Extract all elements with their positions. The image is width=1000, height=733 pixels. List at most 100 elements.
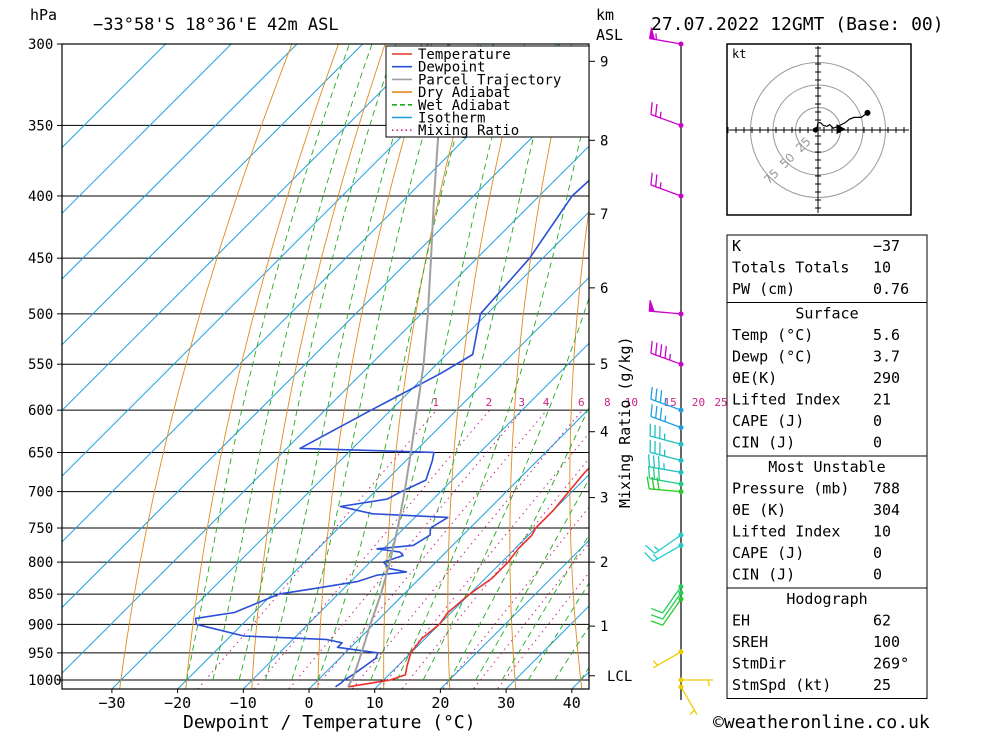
hodograph-start-dot	[812, 127, 818, 133]
legend-label: Dewpoint	[418, 60, 485, 76]
wind-barb-full	[650, 404, 653, 417]
wind-barb-staff	[649, 488, 682, 493]
wind-barb-half	[659, 182, 662, 189]
isotherm-line	[62, 44, 298, 280]
surface-box	[726, 302, 928, 457]
most-unstable-row-label: CAPE (J)	[732, 544, 804, 562]
isotherm-line	[308, 408, 589, 689]
pressure-tick-label: 550	[28, 357, 53, 373]
copyright-footer: ©weatheronline.co.uk	[713, 712, 930, 733]
pressure-tick-label: 850	[28, 587, 53, 603]
isotherm-line	[62, 44, 430, 412]
pressure-tick-label: 300	[28, 37, 53, 53]
wind-barb-full	[657, 456, 660, 469]
wet-adiabat-line	[343, 44, 517, 681]
legend-label: Isotherm	[418, 111, 485, 127]
wind-barb-full	[650, 620, 663, 626]
temperature-tick-label: 10	[366, 694, 384, 712]
lcl-label: LCL	[607, 669, 632, 685]
surface-row-label: Temp (°C)	[732, 326, 813, 344]
temperature-tick-label: 20	[431, 694, 449, 712]
wind-barb-full	[645, 544, 656, 554]
wind-barb-full	[650, 607, 663, 614]
pressure-tick-label: 450	[28, 251, 53, 267]
mixing-ratio-labels: 1 2 3 4 6 8 10 15 20 25	[432, 396, 727, 409]
hodograph-table-title: Hodograph	[786, 590, 867, 608]
wind-barb-full	[654, 342, 658, 356]
dry-adiabat-line	[991, 8, 1000, 706]
wind-barb	[649, 439, 684, 464]
hodograph-table-row-label: SREH	[732, 633, 768, 651]
wind-barb-full	[650, 172, 653, 186]
dry-adiabat-line	[317, 44, 433, 689]
pressure-tick-label: 750	[28, 521, 53, 537]
storm-motion-marker	[836, 124, 846, 135]
wind-barb-full	[651, 476, 655, 490]
height-tick-label: 7	[600, 207, 608, 223]
plot-frame-rect	[61, 43, 590, 690]
isotherm-line	[373, 473, 589, 689]
mixing-ratio-label: 3	[519, 396, 526, 409]
isotherm-line	[62, 145, 589, 674]
pressure-tick-label: 950	[28, 646, 53, 662]
indices-row-value: 0.76	[873, 280, 909, 298]
wind-barb	[678, 684, 698, 715]
most-unstable-row-label: CIN (J)	[732, 566, 795, 584]
pressure-tick-label: 1000	[28, 673, 62, 689]
wind-barb-full	[650, 386, 653, 400]
wind-barb-full	[654, 174, 658, 187]
dry-adiabat-line	[684, 8, 717, 706]
dry-adiabat-line	[119, 44, 293, 689]
height-tick-label: 3	[600, 491, 608, 507]
most-unstable-title: Most Unstable	[768, 458, 885, 476]
surface-title: Surface	[795, 305, 858, 323]
pressure-tick-label: 400	[28, 189, 53, 205]
surface-row-label: Dewp (°C)	[732, 348, 813, 366]
wet-adiabat-line	[212, 44, 373, 681]
wind-barb-full	[654, 388, 658, 401]
wind-barb-staff	[654, 534, 682, 554]
wind-barb-full	[647, 454, 651, 467]
mixing-ratio-line	[351, 409, 583, 689]
isotherm-line	[439, 539, 589, 689]
isotherm-line	[111, 211, 589, 689]
wind-barb-full	[656, 477, 660, 490]
surface-row-label: Lifted Index	[732, 391, 840, 409]
height-unit-sublabel: ASL	[596, 26, 623, 44]
wind-barb-half	[669, 353, 672, 361]
wet-adiabat-line	[186, 44, 350, 681]
wind-barb	[650, 172, 684, 199]
wind-barb	[649, 423, 684, 447]
hodograph-table-box	[726, 587, 928, 699]
height-axis: 1 2 3 4 5 6 7 8 9 LCL	[589, 54, 632, 685]
mixing-ratio-label: 20	[692, 396, 705, 409]
wind-barb-full	[659, 344, 663, 357]
height-tick-label: 2	[600, 555, 608, 571]
dry-adiabat-line	[383, 44, 479, 689]
hodograph-unit-label: kt	[732, 47, 746, 61]
legend-label: Dry Adiabat	[418, 85, 511, 101]
mixing-ratio-label: 6	[578, 396, 585, 409]
dry-adiabat-line	[943, 8, 1000, 706]
plot-data-lines	[194, 44, 589, 688]
wind-barb-staff	[662, 586, 682, 614]
wind-barb-column	[644, 27, 713, 715]
mixing-ratio-label: 25	[714, 396, 727, 409]
most-unstable-row-label: Pressure (mb)	[732, 480, 849, 498]
hodograph-table-row-value: 269°	[873, 655, 909, 673]
wet-adiabat-line	[396, 98, 589, 681]
surface-row-value: 290	[873, 369, 900, 387]
temperature-tick-label: 30	[497, 694, 515, 712]
wind-barb-staff	[649, 477, 682, 485]
wind-barb-full	[654, 103, 658, 117]
series-dewpoint-line	[194, 179, 589, 688]
hodograph-table-row-label: StmDir	[732, 655, 786, 673]
most-unstable-row-label: Lifted Index	[732, 523, 840, 541]
wet-adiabat-line	[422, 296, 589, 681]
isotherm-line	[176, 276, 589, 689]
mixing-ratio-axis-label: Mixing Ratio (g/kg)	[616, 336, 634, 508]
wind-barb	[650, 584, 684, 614]
wind-barb	[650, 404, 684, 430]
wind-barb-staff	[650, 113, 682, 127]
